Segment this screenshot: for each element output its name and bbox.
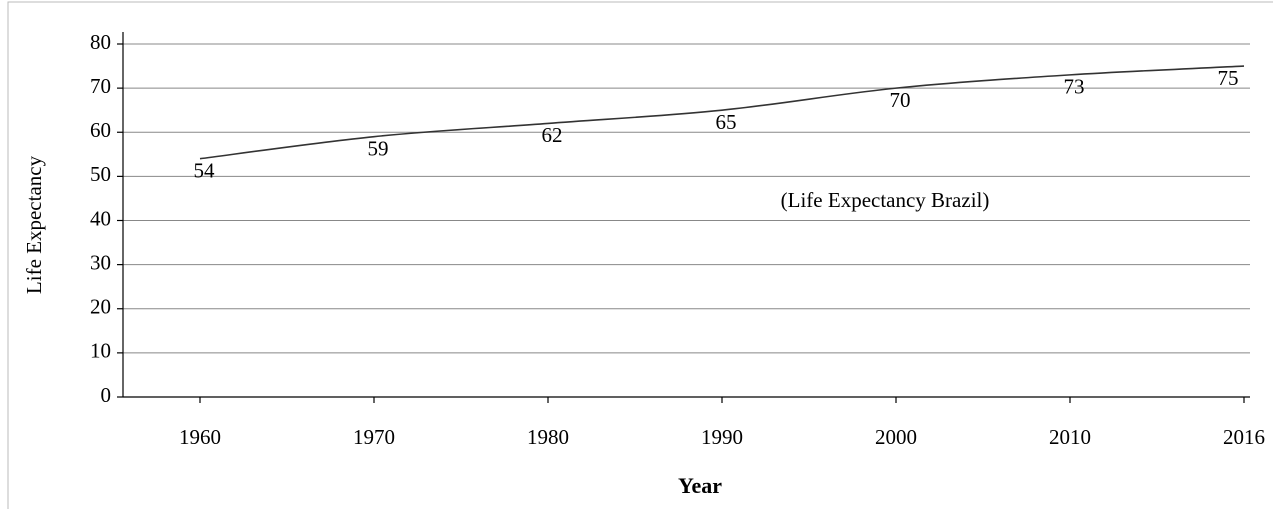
annotation: (Life Expectancy Brazil)	[781, 188, 990, 212]
y-tick-label: 20	[90, 295, 111, 319]
data-label: 54	[194, 159, 216, 183]
data-label: 65	[716, 110, 737, 134]
y-tick-label: 60	[90, 118, 111, 142]
x-tick-label: 1990	[701, 425, 743, 449]
x-axis-label: Year	[678, 473, 722, 498]
y-tick-label: 40	[90, 206, 111, 230]
data-label: 75	[1218, 66, 1239, 90]
y-tick-label: 70	[90, 74, 111, 98]
line	[199, 65, 1245, 160]
x-tick-label: 1980	[527, 425, 569, 449]
x-tick-label: 2000	[875, 425, 917, 449]
data-label: 59	[368, 136, 389, 160]
x-tick-label: 1960	[179, 425, 221, 449]
y-tick-label: 30	[90, 250, 111, 274]
data-label: 62	[542, 123, 563, 147]
y-tick-label: 0	[101, 383, 112, 407]
x-tick-label: 2016	[1223, 425, 1265, 449]
data-label: 70	[890, 88, 911, 112]
frame	[7, 1, 1273, 509]
y-tick-label: 50	[90, 162, 111, 186]
x-tick-label: 2010	[1049, 425, 1091, 449]
y-tick-label: 80	[90, 30, 111, 54]
x-tick-label: 1970	[353, 425, 395, 449]
y-axis-label: Life Expectancy	[22, 155, 46, 294]
y-tick-label: 10	[90, 339, 111, 363]
data-label: 73	[1064, 75, 1085, 99]
